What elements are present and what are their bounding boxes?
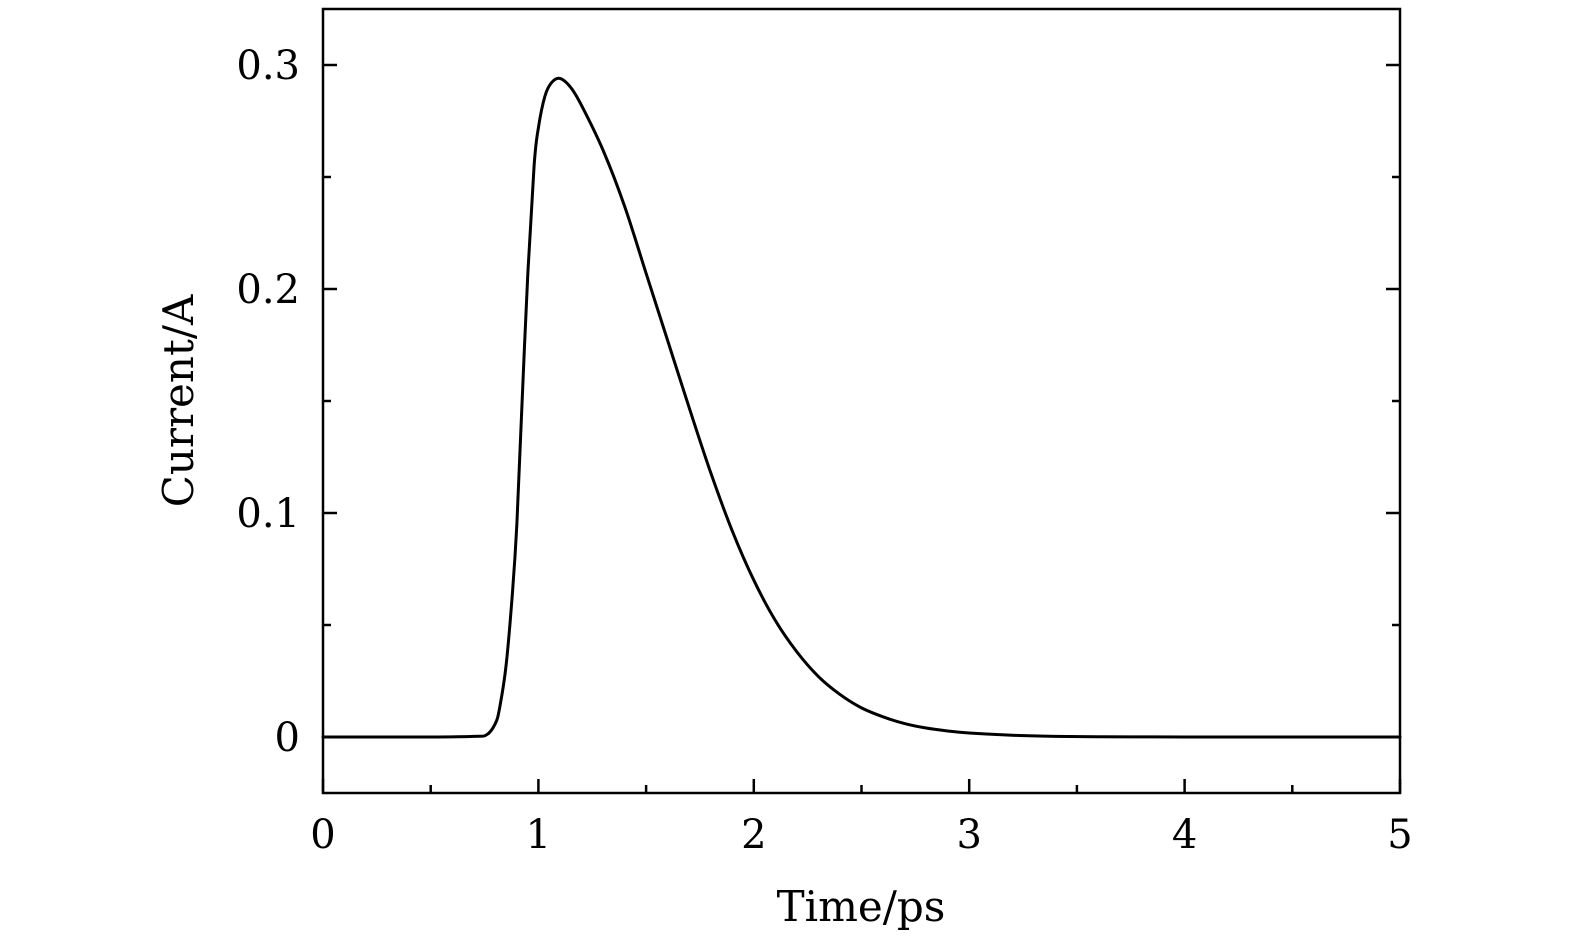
- series-line: [321, 76, 1402, 739]
- x-tick-label: 5: [1387, 812, 1412, 858]
- y-tick-label: 0.3: [236, 43, 300, 89]
- y-axis-ticks: [323, 63, 1400, 739]
- y-axis-tick-labels: 0 0.1 0.2 0.3: [236, 43, 300, 761]
- y-tick-label: 0.1: [236, 491, 300, 537]
- y-axis-title: Current/A: [154, 294, 203, 507]
- x-axis-ticks: [321, 779, 1402, 793]
- y-tick-label: 0: [275, 715, 300, 761]
- x-tick-label: 3: [956, 812, 981, 858]
- x-tick-label: 2: [741, 812, 766, 858]
- x-tick-label: 1: [526, 812, 551, 858]
- x-tick-label: 0: [310, 812, 335, 858]
- x-axis-tick-labels: 0 1 2 3 4 5: [310, 812, 1412, 858]
- x-tick-label: 4: [1172, 812, 1197, 858]
- x-axis-title: Time/ps: [777, 882, 946, 931]
- y-tick-label: 0.2: [236, 267, 300, 313]
- plot-frame: [321, 7, 1402, 795]
